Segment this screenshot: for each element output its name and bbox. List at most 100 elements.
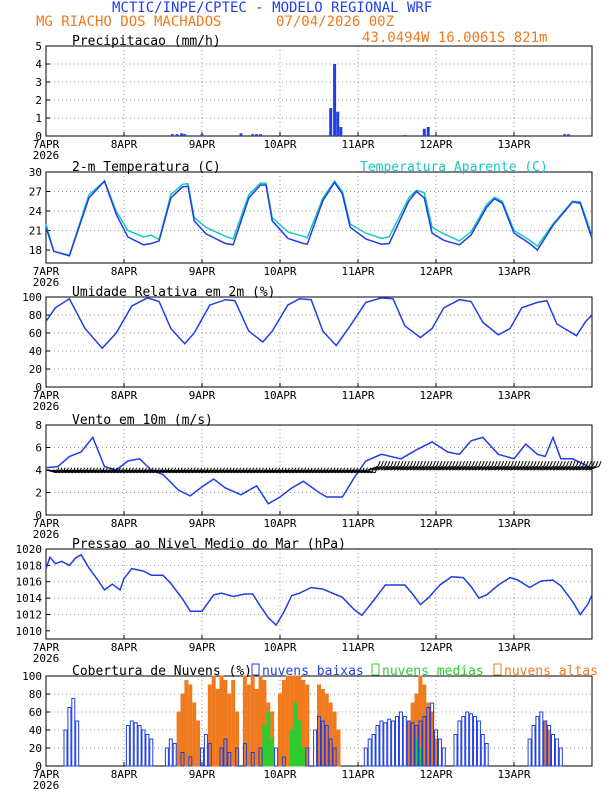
station-name: MG RIACHO DOS MACHADOS: [36, 14, 222, 30]
cloud-low-bar: [313, 729, 318, 767]
x-tick-label: 13APR: [497, 768, 530, 781]
wind-barb: [296, 469, 308, 474]
cloud-low-bar: [527, 738, 532, 767]
wind-barb: [45, 469, 57, 474]
y-tick-label: 40: [29, 345, 42, 358]
wind-barb-flag: [419, 461, 423, 467]
x-tick-label: 12APR: [419, 768, 452, 781]
wind-barb: [162, 469, 174, 474]
x-year-label: 2026: [33, 652, 60, 665]
wind-barb: [312, 469, 324, 474]
x-tick-label: 10APR: [263, 517, 296, 530]
wind-barb-flag: [543, 461, 547, 467]
wind-barb: [172, 469, 184, 474]
wind-barb: [58, 469, 70, 474]
wind-barb: [237, 469, 249, 474]
wind-barb: [75, 469, 87, 474]
wind-barb-flag: [413, 461, 417, 467]
wind-barb: [240, 469, 252, 474]
cloud-low-bar: [387, 718, 392, 767]
y-tick-label: 4: [35, 464, 42, 477]
y-tick-label: 1018: [16, 559, 43, 572]
wind-barb: [179, 469, 191, 474]
temp-legend: Temperatura Aparente (C): [360, 160, 548, 175]
precip-bar: [426, 127, 430, 136]
wind-barb: [409, 465, 421, 471]
wind-barb: [354, 469, 366, 474]
wind-barb: [530, 465, 541, 471]
x-tick-label: 8APR: [111, 389, 138, 402]
cloud-low-bar: [476, 720, 481, 767]
wind-barb-flag: [598, 461, 602, 467]
wind-barb-flag: [575, 461, 579, 467]
wind-barb: [400, 465, 411, 471]
panel-title: Pressao ao Nivel Medio do Mar (hPa): [72, 537, 346, 552]
cloud-low-bar: [149, 738, 154, 767]
wind-barb: [299, 469, 311, 474]
wind-barb: [78, 469, 90, 474]
cloud-mid-bar: [270, 738, 275, 767]
cloud-low-bar: [223, 738, 228, 767]
wind-barb-flag: [546, 461, 550, 467]
x-year-label: 2026: [33, 779, 60, 792]
wind-barb: [439, 465, 450, 471]
y-tick-label: 60: [29, 327, 42, 340]
precip-bar: [175, 134, 179, 136]
cloud-low-bar: [219, 747, 224, 767]
cloud-low-bar: [200, 747, 204, 767]
cloud-low-bar: [129, 720, 134, 767]
cloud-low-bar: [410, 722, 415, 767]
wind-barb-flag: [491, 461, 495, 467]
wind-barb: [289, 469, 301, 474]
cloud-low-bar: [426, 707, 431, 767]
wind-barb: [185, 469, 197, 474]
wind-barb: [120, 469, 132, 474]
x-tick-label: 9APR: [189, 389, 216, 402]
wind-barb: [403, 465, 415, 471]
cloud-low-bar: [484, 743, 489, 767]
wind-barb-flag: [569, 461, 573, 467]
wind-barb: [107, 469, 119, 474]
wind-barb: [276, 469, 288, 474]
x-tick-label: 10APR: [263, 768, 296, 781]
wind-barb-flag: [566, 461, 570, 467]
wind-barb-flag: [442, 461, 446, 467]
wind-barb: [510, 465, 522, 471]
wind-barb: [127, 469, 139, 474]
cloud-low-bar: [422, 716, 427, 767]
y-tick-label: 100: [22, 291, 42, 304]
wind-barb: [507, 465, 519, 471]
wind-barb-flag: [501, 461, 505, 467]
wind-barb-flag: [390, 461, 394, 467]
cloud-low-bar: [71, 698, 76, 767]
wind-barb: [136, 469, 148, 474]
wind-barb: [331, 469, 343, 474]
wind-barb-flag: [488, 461, 492, 467]
cloud-low-bar: [558, 747, 563, 767]
wind-barb: [588, 465, 600, 471]
wind-barb: [208, 469, 220, 474]
wind-barb: [88, 469, 100, 474]
wind-barb: [117, 469, 129, 474]
y-tick-label: 1: [35, 112, 42, 125]
x-tick-label: 8APR: [111, 768, 138, 781]
wind-barb-flag: [497, 461, 501, 467]
cloud-low-bar: [535, 716, 540, 767]
y-tick-label: 20: [29, 363, 42, 376]
cloud-low-bar: [145, 734, 150, 767]
wind-barb: [68, 469, 80, 474]
wind-barb: [292, 469, 304, 474]
x-tick-label: 12APR: [419, 265, 452, 278]
wind-barb: [338, 469, 350, 474]
cloud-mid-bar: [297, 720, 302, 767]
cloud-low-bar: [441, 747, 446, 767]
wind-barb: [455, 465, 467, 471]
cloud-low-bar: [383, 722, 388, 767]
wind-barb-flag: [533, 461, 537, 467]
y-tick-label: 80: [29, 309, 42, 322]
wind-barb-flag: [397, 461, 401, 467]
cloud-legend-swatch: [493, 663, 502, 676]
wind-barb: [166, 469, 178, 474]
wind-barb: [348, 469, 360, 474]
y-tick-label: 1014: [16, 592, 43, 605]
